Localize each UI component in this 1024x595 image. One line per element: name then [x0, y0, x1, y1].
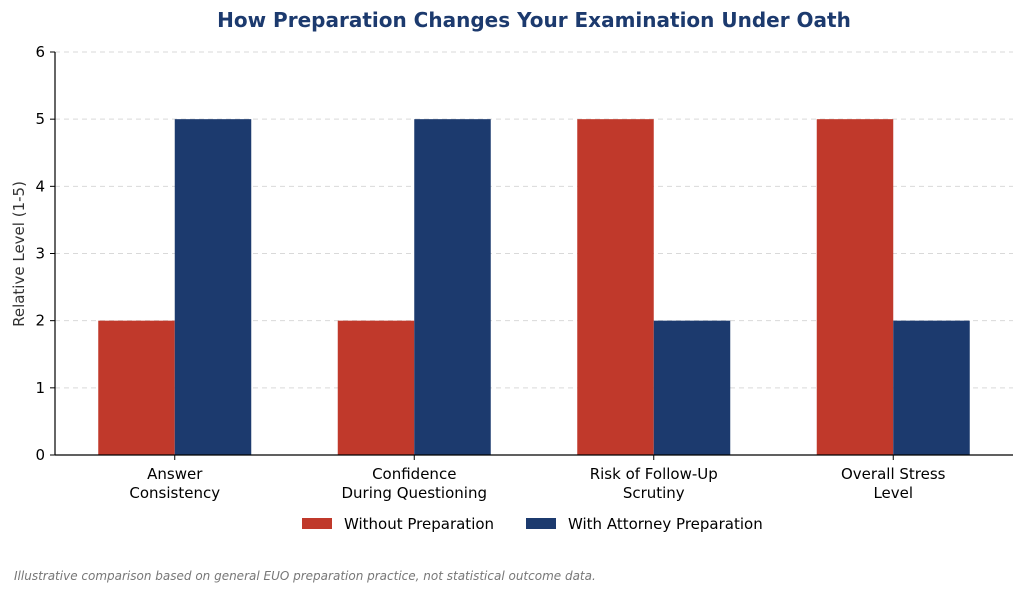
bar-without-preparation	[337, 320, 415, 455]
bar-without-preparation	[98, 320, 175, 455]
chart-title: How Preparation Changes Your Examination…	[217, 8, 851, 32]
y-tick-label: 2	[35, 312, 45, 330]
gridlines	[55, 51, 1013, 389]
x-tick-label: Level	[873, 484, 913, 502]
legend: Without Preparation With Attorney Prepara…	[302, 515, 763, 533]
bar-with-attorney-preparation	[893, 320, 970, 455]
legend-item: Without Preparation	[302, 515, 494, 533]
y-tick-label: 3	[35, 245, 45, 263]
x-tick-label: Scrutiny	[623, 484, 685, 502]
bar-with-attorney-preparation	[174, 119, 252, 456]
legend-label: Without Preparation	[344, 515, 494, 533]
legend-label: With Attorney Preparation	[568, 515, 763, 533]
y-tick-label: 4	[35, 177, 45, 195]
x-tick-label: Overall Stress	[841, 465, 946, 483]
bar-with-attorney-preparation	[653, 320, 731, 455]
bar-without-preparation	[816, 119, 894, 456]
y-tick-label: 0	[35, 446, 45, 464]
x-tick-label: Answer	[147, 465, 203, 483]
legend-swatch	[302, 518, 332, 529]
legend-item: With Attorney Preparation	[526, 515, 763, 533]
x-tick-label: Consistency	[129, 484, 220, 502]
x-tick-label: During Questioning	[342, 484, 487, 502]
bars	[98, 119, 970, 456]
footnote: Illustrative comparison based on general…	[14, 569, 596, 583]
y-axis-label: Relative Level (1-5)	[10, 181, 28, 327]
bar-without-preparation	[577, 119, 654, 456]
x-tick-label: Confidence	[372, 465, 456, 483]
bar-with-attorney-preparation	[414, 119, 491, 456]
y-axis-ticks: 0 1 2 3 4 5 6	[35, 43, 55, 464]
y-tick-label: 1	[35, 379, 45, 397]
y-tick-label: 6	[35, 43, 45, 61]
x-tick-label: Risk of Follow-Up	[590, 465, 718, 483]
legend-swatch	[526, 518, 556, 529]
y-tick-label: 5	[35, 110, 45, 128]
